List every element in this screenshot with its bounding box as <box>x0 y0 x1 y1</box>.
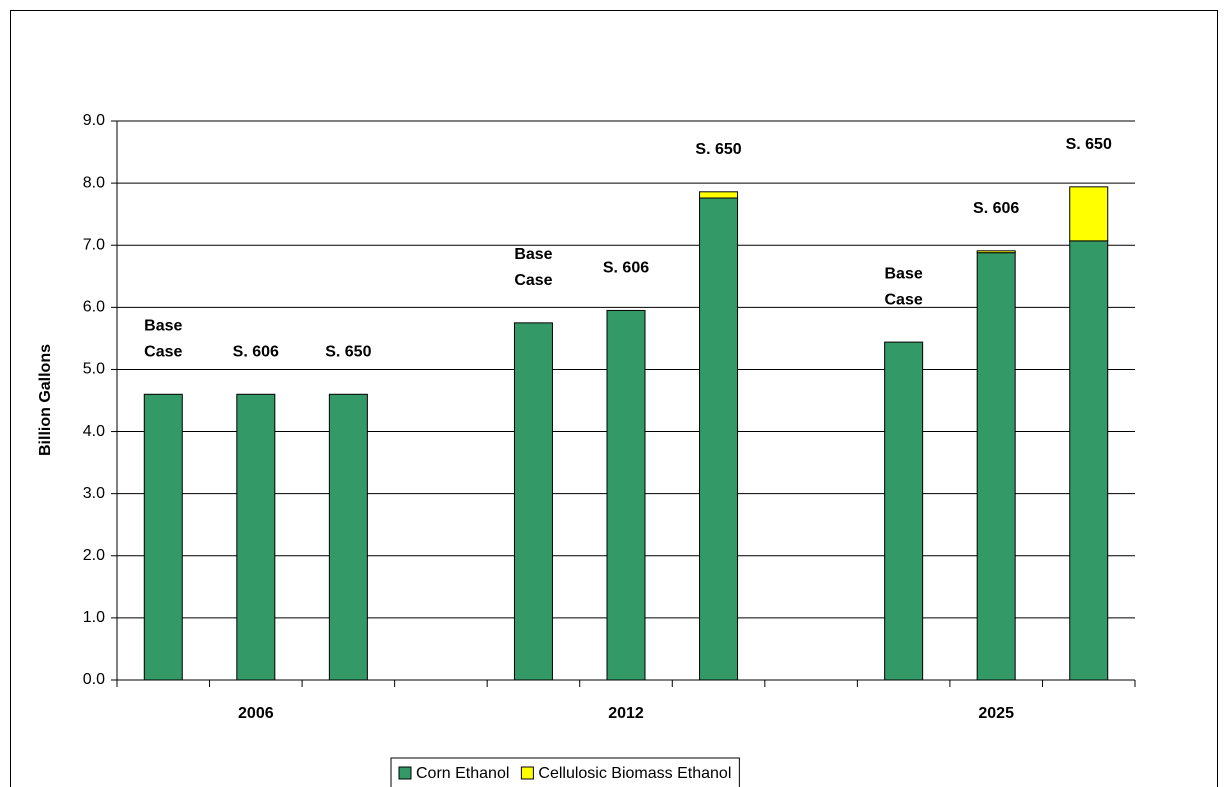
y-tick-label: 0.0 <box>83 671 105 688</box>
bar-label: Base <box>144 318 182 335</box>
bar-label: S. 606 <box>973 200 1019 217</box>
bar-label: Case <box>885 291 923 308</box>
legend-label: Cellulosic Biomass Ethanol <box>538 765 731 782</box>
legend-swatch <box>398 766 412 780</box>
bar-label: Case <box>144 344 182 361</box>
bar-label: S. 650 <box>1066 136 1112 153</box>
y-tick-label: 3.0 <box>83 485 105 502</box>
x-tick-label: 2006 <box>238 705 274 722</box>
chart-border <box>10 10 1218 787</box>
x-tick-label: 2025 <box>978 705 1014 722</box>
y-axis-label: Billion Gallons <box>37 344 54 456</box>
bar-label: S. 650 <box>695 141 741 158</box>
bar <box>513 322 553 681</box>
bar-label: Case <box>514 272 552 289</box>
y-tick-label: 4.0 <box>83 423 105 440</box>
x-tick-label: 2012 <box>608 705 644 722</box>
bar-label: S. 650 <box>325 344 371 361</box>
bar <box>1069 186 1109 242</box>
y-tick-label: 1.0 <box>83 609 105 626</box>
bar-label: Base <box>514 246 552 263</box>
bar <box>143 393 183 681</box>
y-tick-label: 7.0 <box>83 236 105 253</box>
bar <box>699 197 739 681</box>
bar <box>976 250 1016 254</box>
y-tick-label: 9.0 <box>83 112 105 129</box>
y-tick-label: 2.0 <box>83 547 105 564</box>
bar <box>884 341 924 681</box>
bar <box>699 191 739 199</box>
bar-label: S. 606 <box>603 260 649 277</box>
bar <box>976 252 1016 681</box>
y-tick-label: 6.0 <box>83 299 105 316</box>
y-tick-label: 8.0 <box>83 174 105 191</box>
y-tick-label: 5.0 <box>83 361 105 378</box>
legend: Corn Ethanol Cellulosic Biomass Ethanol <box>390 757 740 787</box>
bar <box>1069 240 1109 681</box>
bar <box>606 309 646 681</box>
bar <box>236 393 276 681</box>
legend-label: Corn Ethanol <box>416 765 509 782</box>
bar <box>328 393 368 681</box>
legend-box <box>390 757 740 787</box>
bar-label: Base <box>885 265 923 282</box>
bar-label: S. 606 <box>233 344 279 361</box>
legend-swatch <box>520 766 534 780</box>
